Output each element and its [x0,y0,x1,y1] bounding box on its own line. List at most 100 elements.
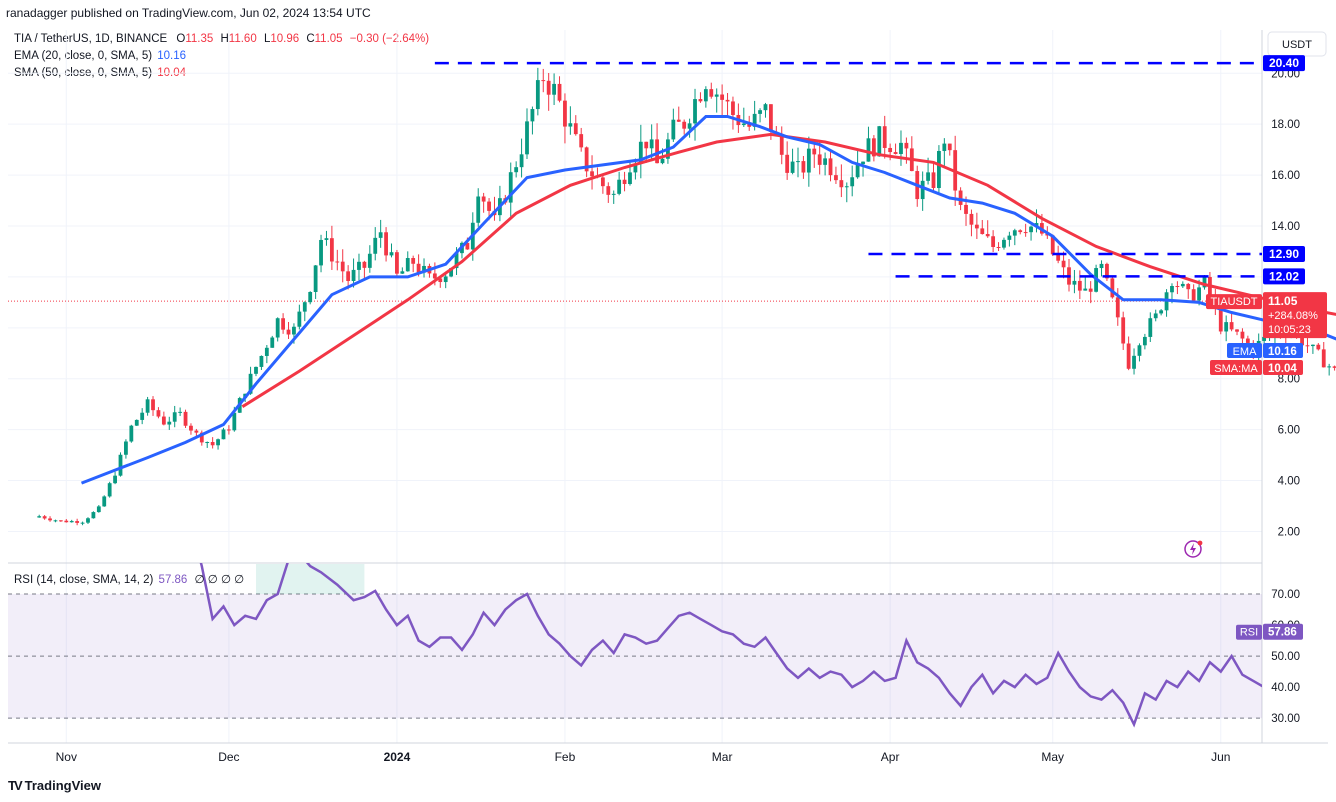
time-axis[interactable]: Nov Dec 2024 Feb Mar Apr May Jun [56,750,1231,764]
symbol-tag [1206,294,1262,310]
candle-body-110 [633,163,638,173]
candle-body-76 [449,268,454,277]
candle-body-46 [286,329,291,335]
symbol-label: TIA / TetherUS, 1D, BINANCE [14,33,168,45]
candle-body-193 [1083,288,1088,291]
ema20-line [80,115,1336,485]
rsi-legend-label: RSI (14, close, SMA, 14, 2) [14,574,154,586]
candle-body-26 [178,411,183,413]
candle-body-33 [216,439,220,446]
candle-body-174 [980,228,985,235]
candle-body-158 [893,152,898,155]
tradingview-logo-icon: TV [8,778,23,793]
candle-body-54 [329,238,334,262]
candle-body-218 [1218,307,1223,332]
sma-tag [1210,360,1262,375]
candle-body-212 [1186,283,1191,290]
candle-body-145 [823,158,827,165]
time-tick-0: Nov [56,750,77,764]
candle-body-151 [855,164,860,178]
price-tick-6: 14.00 [1271,221,1300,233]
candle-body-91 [530,109,535,122]
candle-body-111 [638,141,643,164]
ohlc-open: O11.35 [176,33,214,45]
candle-body-137 [779,134,784,155]
ohlc-high: H11.60 [220,33,257,45]
candle-body-64 [384,232,388,256]
candle-body-14 [113,475,117,484]
candle-body-10 [91,512,96,519]
price-tick-9: 20.00 [1271,68,1300,80]
rsi-band [8,564,1262,719]
candle-body-164 [926,172,930,181]
candle-body-150 [850,177,855,187]
ema-value-tag [1263,343,1303,358]
candle-body-19 [140,412,145,420]
candle-body-52 [319,239,323,266]
rsi-legend[interactable]: RSI (14, close, SMA, 14, 2) 57.86 ∅ ∅ ∅ … [14,572,244,586]
candle-body-107 [617,179,622,194]
candle-body-220 [1229,322,1234,330]
time-tick-7: Jun [1211,750,1230,764]
candle-body-119 [682,121,687,129]
axis-tags: 20.40 12.90 12.02 TIAUSDT 11.05 +284.08% 10:05… [1184,55,1327,640]
candle-body-81 [476,196,481,223]
candle-body-98 [568,123,573,127]
price-axis[interactable]: USDT2.004.006.008.0010.0012.0014.0016.00… [1267,31,1327,538]
candle-body-144 [817,154,822,165]
candle-body-71 [422,265,426,273]
candle-body-21 [151,399,155,411]
candle-body-87 [508,172,513,203]
candle-body-96 [557,83,562,101]
price-tick-7: 16.00 [1271,170,1300,182]
rsi-tick-1: 40.00 [1271,682,1300,694]
time-tick-3: Feb [555,750,576,764]
candle-body-75 [443,276,448,283]
candle-body-102 [590,171,594,177]
candle-body-32 [210,442,215,446]
candle-body-114 [655,139,659,164]
candle-body-181 [1018,230,1023,233]
symbol-legend[interactable]: TIA / TetherUS, 1D, BINANCE O11.35 H11.6… [14,33,429,45]
candle-body-192 [1077,280,1082,291]
candle-body-83 [487,201,491,211]
level-tag-2 [1263,268,1305,285]
candle-body-97 [563,100,567,127]
candle-body-160 [904,142,909,149]
candle-body-62 [373,237,378,254]
candle-body-221 [1235,329,1239,332]
candle-body-100 [579,134,584,148]
candle-body-188 [1056,254,1061,261]
candle-body-159 [899,142,903,155]
candle-body-6 [69,521,74,523]
candle-body-58 [351,269,356,281]
candle-body-140 [796,161,800,163]
ohlc-close: C11.05 [306,33,343,45]
candle-body-239 [1332,366,1336,368]
candle-body-206 [1153,313,1158,319]
candle-body-27 [183,411,188,426]
candle-body-5 [64,520,69,523]
candle-body-4 [58,520,63,522]
candle-body-165 [931,172,936,189]
candle-body-138 [785,154,790,173]
candle-body-163 [920,180,925,200]
candle-body-108 [622,179,627,185]
candle-body-125 [714,94,719,97]
candle-body-123 [703,89,708,102]
tradingview-brand[interactable]: TV TradingView [8,778,101,793]
candle-body-235 [1311,344,1315,347]
candle-body-3 [53,520,58,522]
ema-legend[interactable]: EMA (20, close, 0, SMA, 5) 10.16 [14,50,186,62]
level-tag-1 [1263,246,1305,262]
candle-body-67 [400,271,405,274]
candle-body-99 [573,123,578,135]
candle-body-104 [600,177,605,187]
candle-body-205 [1148,318,1153,337]
candle-body-101 [584,147,589,172]
candle-body-109 [628,172,632,185]
price-tick-1: 4.00 [1278,476,1300,488]
sma-tag-label: SMA:MA [1214,363,1258,375]
candle-body-179 [1007,235,1012,240]
